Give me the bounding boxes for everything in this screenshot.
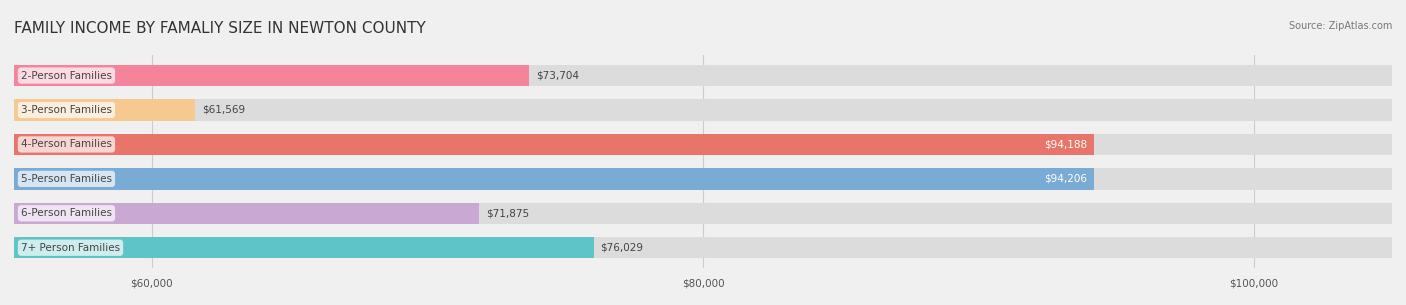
- Bar: [14, 134, 1094, 155]
- Text: $94,188: $94,188: [1045, 139, 1087, 149]
- Text: $73,704: $73,704: [536, 70, 579, 81]
- Bar: [14, 99, 195, 121]
- Bar: [14, 65, 1392, 86]
- Text: $61,569: $61,569: [202, 105, 245, 115]
- Text: 4-Person Families: 4-Person Families: [21, 139, 112, 149]
- Bar: [14, 203, 1392, 224]
- Bar: [14, 134, 1392, 155]
- Text: FAMILY INCOME BY FAMALIY SIZE IN NEWTON COUNTY: FAMILY INCOME BY FAMALIY SIZE IN NEWTON …: [14, 21, 426, 36]
- Text: 7+ Person Families: 7+ Person Families: [21, 243, 120, 253]
- Text: 6-Person Families: 6-Person Families: [21, 208, 112, 218]
- Bar: [14, 65, 530, 86]
- Text: $76,029: $76,029: [600, 243, 644, 253]
- Text: $71,875: $71,875: [486, 208, 529, 218]
- Bar: [14, 99, 1392, 121]
- Text: 2-Person Families: 2-Person Families: [21, 70, 112, 81]
- Bar: [14, 168, 1392, 189]
- Bar: [14, 237, 593, 258]
- Text: $94,206: $94,206: [1045, 174, 1088, 184]
- Text: 5-Person Families: 5-Person Families: [21, 174, 112, 184]
- Text: Source: ZipAtlas.com: Source: ZipAtlas.com: [1288, 21, 1392, 31]
- Bar: [14, 237, 1392, 258]
- Bar: [14, 168, 1094, 189]
- Text: 3-Person Families: 3-Person Families: [21, 105, 112, 115]
- Bar: [14, 203, 479, 224]
